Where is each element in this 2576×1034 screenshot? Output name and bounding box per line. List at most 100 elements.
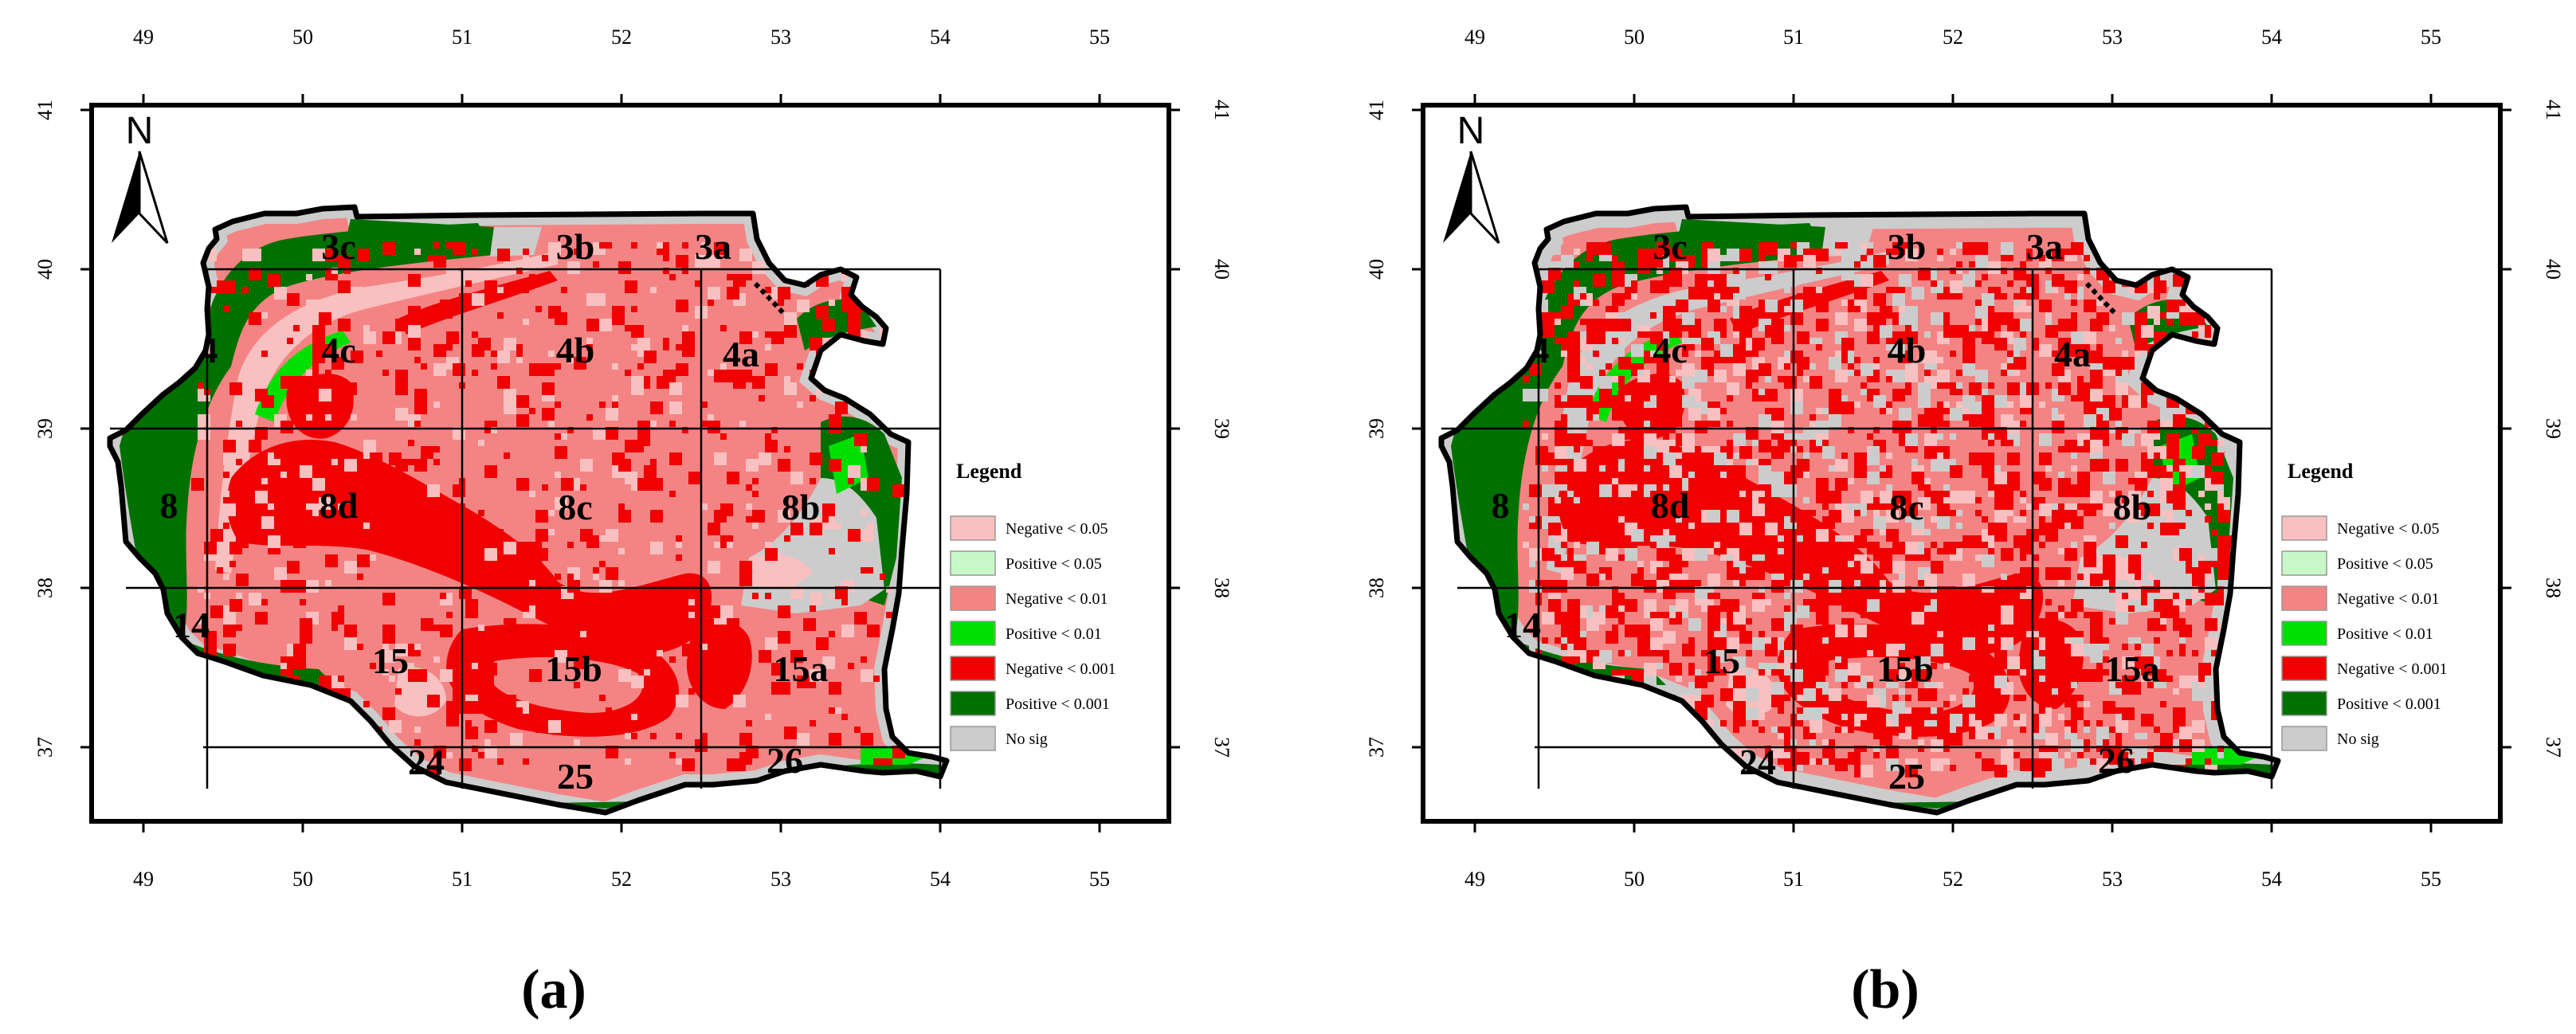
grid-cell-label: 3c — [1653, 226, 1687, 267]
raster-pixel — [2205, 325, 2211, 331]
raster-pixel — [1669, 249, 1682, 261]
raster-pixel — [2064, 440, 2077, 452]
raster-pixel — [2154, 274, 2160, 280]
raster-pixel — [829, 733, 841, 746]
raster-pixel — [631, 376, 644, 389]
x-tick-label-top: 55 — [1089, 25, 1110, 49]
grid-cell-label: 3b — [556, 226, 595, 267]
raster-pixel — [2071, 300, 2077, 306]
raster-pixel — [1892, 370, 1905, 382]
raster-pixel — [1574, 656, 1580, 663]
raster-pixel — [1778, 669, 1784, 676]
raster-pixel — [1759, 714, 1765, 720]
raster-pixel — [1676, 300, 1688, 312]
raster-pixel — [1867, 599, 1880, 612]
raster-pixel — [708, 523, 720, 535]
raster-pixel — [1790, 351, 1803, 363]
legend-item-label: Negative < 0.01 — [2337, 590, 2439, 608]
raster-pixel — [2045, 695, 2058, 707]
raster-pixel — [497, 758, 504, 765]
raster-east-positive-01 — [829, 434, 868, 494]
raster-pixel — [822, 656, 835, 669]
raster-pixel — [325, 344, 331, 351]
raster-pixel — [1924, 351, 1937, 363]
raster-pixel — [2013, 714, 2020, 720]
raster-pixel — [1784, 376, 1797, 389]
raster-pixel — [1962, 274, 1975, 287]
raster-pixel — [669, 618, 676, 625]
raster-pixel — [1548, 503, 1561, 516]
raster-pixel — [516, 344, 523, 351]
raster-pixel — [2109, 427, 2115, 433]
grid-cell-label: 4b — [556, 330, 595, 370]
raster-pixel — [586, 319, 599, 331]
raster-pixel — [523, 249, 529, 255]
raster-pixel — [593, 631, 606, 644]
grid-cell-label: 4c — [321, 330, 355, 370]
raster-pixel — [778, 631, 790, 644]
raster-pixel — [765, 287, 771, 293]
raster-pixel — [210, 287, 217, 293]
raster-pixel — [1567, 357, 1580, 370]
raster-pixel — [344, 395, 351, 401]
raster-pixel — [1956, 382, 1962, 389]
legend-item-label: Negative < 0.01 — [1006, 590, 1108, 608]
raster-pixel — [1905, 707, 1911, 714]
raster-pixel — [1561, 414, 1567, 421]
raster-pixel — [2192, 446, 2205, 459]
raster-pixel — [599, 535, 606, 542]
raster-pixel — [1727, 599, 1739, 612]
raster-pixel — [1950, 280, 1962, 293]
raster-pixel — [1688, 255, 1695, 261]
raster-pixel — [2154, 727, 2160, 733]
raster-pixel — [2096, 344, 2103, 351]
raster-pixel — [2160, 516, 2166, 523]
raster-pixel — [2109, 325, 2115, 331]
raster-pixel — [236, 459, 242, 465]
raster-pixel — [612, 312, 625, 325]
raster-pixel — [2141, 656, 2154, 669]
raster-pixel — [1962, 695, 1975, 707]
raster-pixel — [2039, 255, 2045, 261]
raster-pixel — [1867, 312, 1880, 325]
raster-pixel — [2013, 293, 2020, 300]
raster-pixel — [657, 650, 663, 656]
raster-pixel — [797, 363, 803, 370]
raster-pixel — [1911, 765, 1918, 771]
raster-pixel — [2058, 644, 2064, 650]
raster-pixel — [1988, 625, 1994, 631]
raster-pixel — [1860, 561, 1873, 574]
raster-pixel — [484, 548, 497, 561]
raster-pixel — [1982, 293, 1994, 306]
raster-pixel — [1886, 669, 1899, 682]
raster-pixel — [1994, 395, 2007, 408]
raster-pixel — [2064, 548, 2077, 561]
raster-pixel — [1580, 319, 1586, 325]
raster-pixel — [395, 535, 408, 548]
raster-pixel — [497, 351, 510, 363]
y-tick-label-left: 41 — [33, 100, 57, 120]
raster-pixel — [2090, 351, 2103, 363]
raster-pixel — [280, 472, 287, 478]
raster-pixel — [2128, 510, 2141, 523]
raster-pixel — [338, 605, 344, 612]
raster-pixel — [1561, 351, 1567, 357]
raster-pixel — [625, 472, 637, 484]
raster-pixel — [1943, 663, 1950, 669]
raster-pixel — [338, 491, 351, 503]
raster-pixel — [446, 344, 453, 351]
raster-pixel — [1975, 319, 1982, 325]
raster-pixel — [1975, 510, 1982, 516]
raster-pixel — [1835, 312, 1848, 325]
raster-pixel — [701, 644, 708, 650]
raster-pixel — [1733, 727, 1739, 733]
grid-cell-label: 15a — [774, 648, 829, 689]
raster-pixel — [1733, 542, 1739, 548]
y-tick-label-right: 40 — [2542, 259, 2565, 280]
raster-pixel — [1561, 433, 1574, 446]
raster-pixel — [720, 363, 727, 370]
raster-pixel — [1580, 331, 1586, 338]
raster-pixel — [631, 676, 644, 688]
raster-pixel — [1905, 695, 1911, 701]
raster-pixel — [784, 325, 797, 338]
